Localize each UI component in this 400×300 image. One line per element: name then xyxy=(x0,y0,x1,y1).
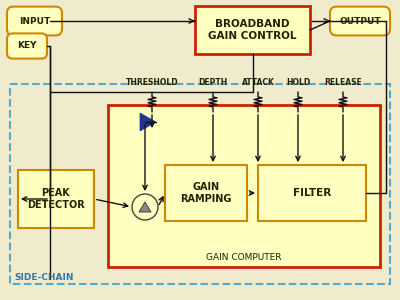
Text: GAIN COMPUTER: GAIN COMPUTER xyxy=(206,253,282,262)
Polygon shape xyxy=(139,202,151,212)
Text: HOLD: HOLD xyxy=(286,78,310,87)
Text: ATTACK: ATTACK xyxy=(242,78,274,87)
Circle shape xyxy=(132,194,158,220)
Bar xyxy=(108,105,380,267)
Bar xyxy=(10,84,390,284)
Bar xyxy=(258,165,366,221)
Text: FILTER: FILTER xyxy=(293,188,331,198)
Polygon shape xyxy=(140,113,156,131)
Bar xyxy=(195,6,310,54)
Bar xyxy=(165,165,247,221)
Text: GAIN
RAMPING: GAIN RAMPING xyxy=(180,182,232,204)
Bar xyxy=(18,170,94,228)
Text: SIDE-CHAIN: SIDE-CHAIN xyxy=(14,273,74,282)
Text: KEY: KEY xyxy=(17,41,37,50)
FancyBboxPatch shape xyxy=(330,7,390,35)
Text: THRESHOLD: THRESHOLD xyxy=(126,78,178,87)
Text: BROADBAND
GAIN CONTROL: BROADBAND GAIN CONTROL xyxy=(208,19,297,41)
Text: PEAK
DETECTOR: PEAK DETECTOR xyxy=(27,188,85,210)
Text: INPUT: INPUT xyxy=(19,16,50,26)
Text: RELEASE: RELEASE xyxy=(324,78,362,87)
FancyBboxPatch shape xyxy=(7,7,62,35)
Text: DEPTH: DEPTH xyxy=(198,78,228,87)
Text: OUTPUT: OUTPUT xyxy=(339,16,381,26)
FancyBboxPatch shape xyxy=(7,33,47,58)
